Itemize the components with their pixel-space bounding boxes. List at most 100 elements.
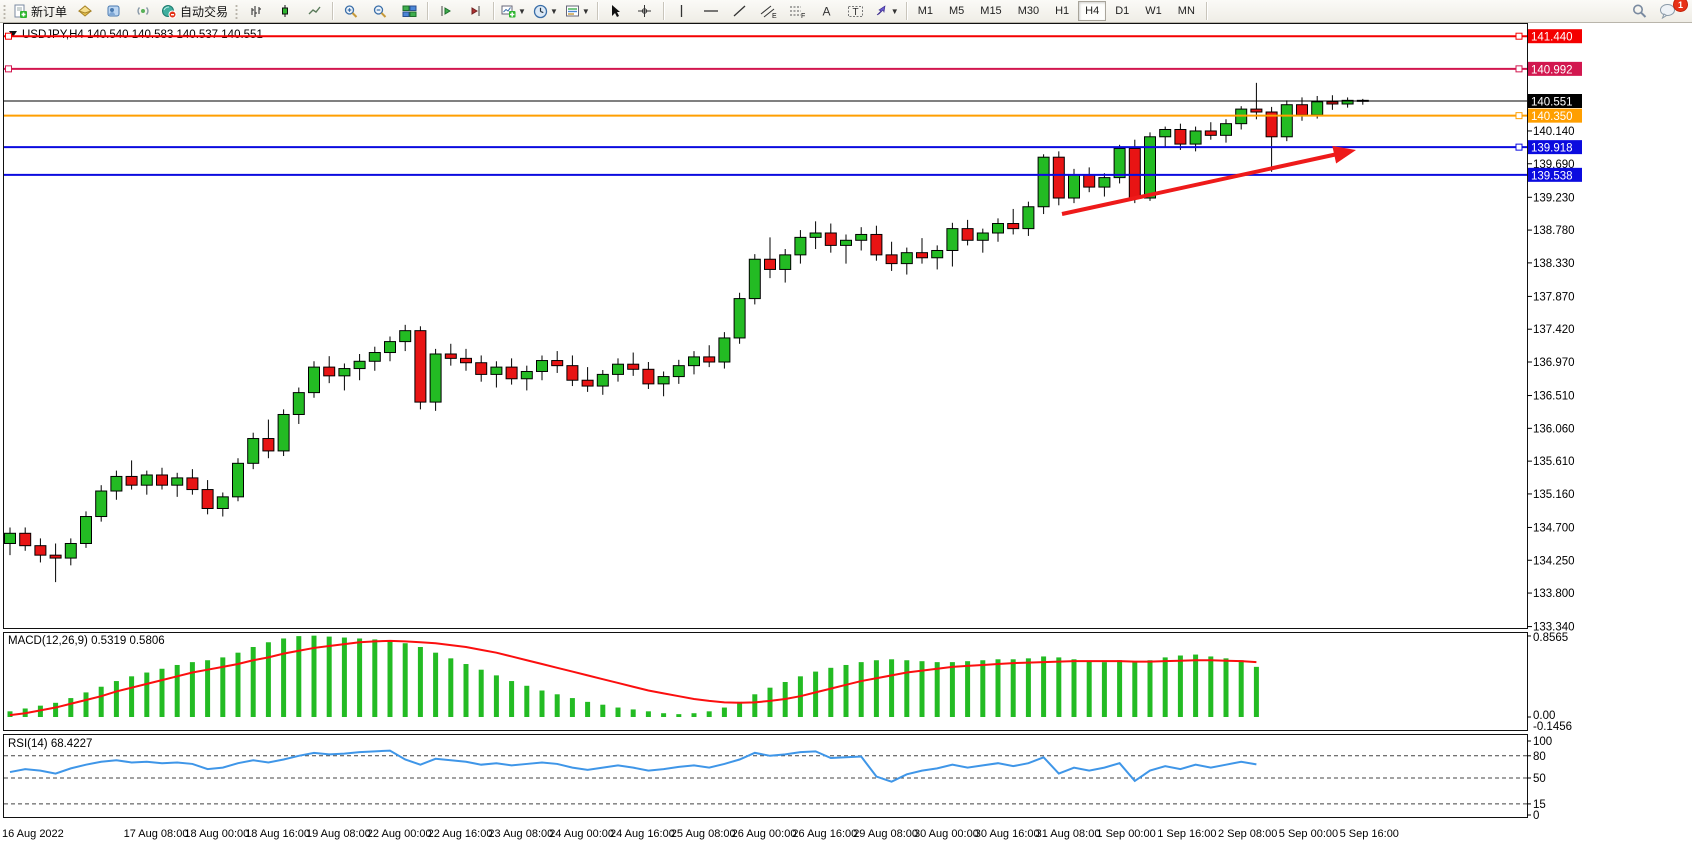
svg-text:29 Aug 08:00: 29 Aug 08:00 [853,828,918,840]
dropdown-caret-icon: ▼ [549,6,558,16]
rsi-panel: RSI(14) 68.4227 100 80 50 150 [4,736,1552,822]
toolbar-grip[interactable] [234,3,240,19]
search-button[interactable] [1625,0,1653,22]
market-watch-button[interactable] [71,0,99,22]
svg-text:138.780: 138.780 [1533,225,1575,237]
timeframe-m15[interactable]: M15 [980,5,1002,17]
svg-text:23 Aug 08:00: 23 Aug 08:00 [488,828,553,840]
svg-text:136.970: 136.970 [1533,357,1575,369]
svg-text:133.800: 133.800 [1533,588,1575,600]
periods-clock-icon [533,4,548,19]
toolbar-grip[interactable] [2,3,7,19]
tile-windows-button[interactable] [395,0,423,22]
timeframe-m1[interactable]: M1 [917,5,933,17]
fibonacci-button[interactable]: F [784,0,812,22]
autotrading-icon [161,4,177,19]
svg-text:15: 15 [1533,799,1546,811]
zoom-in-button[interactable] [337,0,365,22]
toolbar: 新订单 自动交易 [0,0,1692,23]
line-chart-button[interactable] [300,0,328,22]
templates-button[interactable]: ▼ [562,0,593,22]
candlestick-chart-icon [278,4,293,18]
svg-text:138.330: 138.330 [1533,258,1575,270]
bar-chart-icon [249,4,264,18]
svg-text:31 Aug 08:00: 31 Aug 08:00 [1036,828,1101,840]
new-order-button[interactable]: 新订单 [10,0,70,22]
svg-text:136.510: 136.510 [1533,391,1575,403]
text-button[interactable]: A [813,0,841,22]
auto-scroll-button[interactable] [461,0,489,22]
dropdown-caret-icon: ▼ [518,6,526,16]
zoom-out-icon [372,4,388,19]
timeframe-m30[interactable]: M30 [1017,5,1040,17]
tile-windows-icon [402,4,417,18]
autotrading-label: 自动交易 [180,4,229,19]
svg-text:5 Sep 16:00: 5 Sep 16:00 [1340,828,1399,840]
new-order-icon [13,4,28,19]
svg-text:135.160: 135.160 [1533,489,1575,501]
notifications-button[interactable]: 1 [1654,0,1688,22]
timeframe-d1[interactable]: D1 [1115,5,1130,17]
arrows-button[interactable]: ▼ [871,0,902,22]
svg-text:50: 50 [1533,773,1546,785]
timeframe-mn[interactable]: MN [1177,5,1195,17]
svg-text:139.690: 139.690 [1533,159,1575,171]
svg-text:18 Aug 16:00: 18 Aug 16:00 [245,828,310,840]
cursor-button[interactable] [602,0,630,22]
periods-button[interactable]: ▼ [530,0,561,22]
equidistant-channel-button[interactable]: E [755,0,783,22]
zoom-in-icon [343,4,359,19]
svg-text:5 Sep 00:00: 5 Sep 00:00 [1279,828,1338,840]
svg-text:140.350: 140.350 [1531,111,1573,123]
search-icon [1631,3,1648,19]
svg-text:139.918: 139.918 [1531,143,1573,155]
equidistant-channel-icon: E [760,4,777,19]
dropdown-caret-icon: ▼ [581,6,590,16]
macd-label: MACD(12,26,9) 0.5319 0.5806 [8,635,165,647]
svg-text:140.140: 140.140 [1533,126,1575,138]
svg-text:19 Aug 08:00: 19 Aug 08:00 [306,828,371,840]
vertical-line-button[interactable] [668,0,696,22]
timeframe-w1[interactable]: W1 [1145,5,1162,17]
svg-text:1 Sep 16:00: 1 Sep 16:00 [1157,828,1216,840]
svg-text:133.340: 133.340 [1533,622,1575,634]
signals-button[interactable] [129,0,157,22]
timeframe-h4[interactable]: H4 [1078,1,1107,21]
autotrading-button[interactable]: 自动交易 [158,0,231,22]
candlestick-chart-button[interactable] [271,0,299,22]
chart-shift-button[interactable] [432,0,460,22]
horizontal-line-button[interactable] [697,0,725,22]
text-icon: A [820,4,833,19]
crosshair-button[interactable] [631,0,659,22]
text-label-button[interactable]: T [842,0,870,22]
svg-text:137.870: 137.870 [1533,291,1575,303]
svg-text:17 Aug 08:00: 17 Aug 08:00 [124,828,189,840]
svg-text:141.440: 141.440 [1531,32,1573,44]
fibonacci-icon: F [789,4,806,19]
svg-text:A: A [823,5,831,19]
svg-text:22 Aug 16:00: 22 Aug 16:00 [428,828,493,840]
new-chart-button[interactable]: ▼ [498,0,529,22]
navigator-button[interactable] [100,0,128,22]
new-chart-icon [501,4,516,18]
templates-icon [565,4,580,18]
zoom-out-button[interactable] [366,0,394,22]
line-chart-icon [307,4,322,18]
svg-text:80: 80 [1533,751,1546,763]
chart-shift-icon [439,4,454,18]
timeframe-h1[interactable]: H1 [1055,5,1070,17]
svg-text:25 Aug 08:00: 25 Aug 08:00 [671,828,736,840]
timeframe-m5[interactable]: M5 [949,5,965,17]
svg-text:-0.1456: -0.1456 [1533,721,1572,733]
svg-text:26 Aug 00:00: 26 Aug 00:00 [732,828,797,840]
bar-chart-button[interactable] [242,0,270,22]
arrows-icon [874,4,889,18]
svg-text:0: 0 [1533,810,1539,822]
auto-scroll-icon [468,4,483,18]
svg-text:T: T [853,7,859,18]
trendline-button[interactable] [726,0,754,22]
svg-text:135.610: 135.610 [1533,456,1575,468]
